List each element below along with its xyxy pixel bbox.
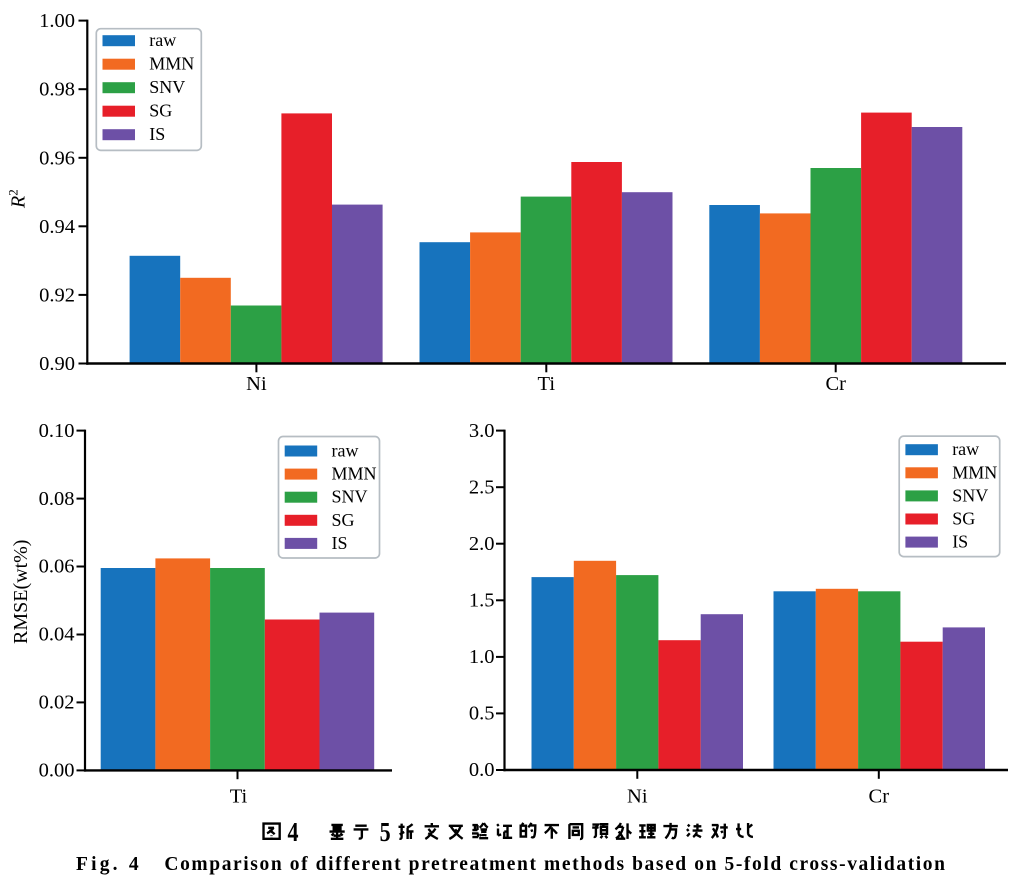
svg-text:SNV: SNV [149, 77, 185, 97]
svg-text:0.0: 0.0 [469, 759, 495, 781]
svg-text:0.98: 0.98 [39, 79, 75, 101]
svg-text:SNV: SNV [332, 487, 368, 507]
svg-text:IS: IS [952, 532, 968, 552]
svg-text:2.0: 2.0 [469, 533, 495, 555]
svg-text:5: 5 [380, 817, 391, 847]
svg-text:Cr: Cr [869, 786, 890, 808]
svg-text:Cr: Cr [825, 373, 846, 395]
svg-text:Comparison of different pretre: Comparison of different pretreatment met… [164, 854, 945, 875]
svg-text:IS: IS [149, 124, 165, 144]
svg-text:SG: SG [332, 510, 355, 530]
svg-text:0.92: 0.92 [39, 284, 75, 306]
svg-text:3.0: 3.0 [469, 420, 495, 442]
svg-text:0.08: 0.08 [39, 488, 75, 510]
svg-text:SG: SG [149, 101, 172, 121]
svg-text:Ti: Ti [230, 786, 248, 808]
svg-text:raw: raw [952, 439, 979, 459]
svg-text:1.00: 1.00 [39, 10, 75, 32]
svg-text:RMSE(wt%): RMSE(wt%) [10, 540, 32, 644]
svg-text:MMN: MMN [332, 464, 377, 484]
svg-text:1.5: 1.5 [469, 590, 495, 612]
svg-text:Fig. 4: Fig. 4 [76, 854, 142, 875]
svg-text:0.96: 0.96 [39, 147, 75, 169]
svg-text:IS: IS [332, 533, 348, 553]
svg-text:0.06: 0.06 [39, 556, 75, 578]
svg-text:1.0: 1.0 [469, 646, 495, 668]
svg-text:0.10: 0.10 [39, 420, 75, 442]
svg-text:0.5: 0.5 [469, 703, 495, 725]
svg-text:raw: raw [149, 30, 176, 50]
svg-text:2.5: 2.5 [469, 476, 495, 498]
svg-text:SG: SG [952, 509, 975, 529]
svg-text:Ti: Ti [538, 373, 556, 395]
svg-text:0.90: 0.90 [39, 353, 75, 375]
svg-text:Ni: Ni [627, 786, 648, 808]
svg-text:raw: raw [332, 441, 359, 461]
svg-text:MMN: MMN [952, 462, 997, 482]
svg-text:0.94: 0.94 [39, 216, 75, 238]
svg-text:0.04: 0.04 [39, 624, 75, 646]
svg-text:Ni: Ni [246, 373, 267, 395]
svg-text:4: 4 [288, 817, 299, 847]
svg-text:0.00: 0.00 [39, 760, 75, 782]
svg-text:SNV: SNV [952, 485, 988, 505]
svg-text:MMN: MMN [149, 54, 194, 74]
svg-text:0.02: 0.02 [39, 692, 75, 714]
